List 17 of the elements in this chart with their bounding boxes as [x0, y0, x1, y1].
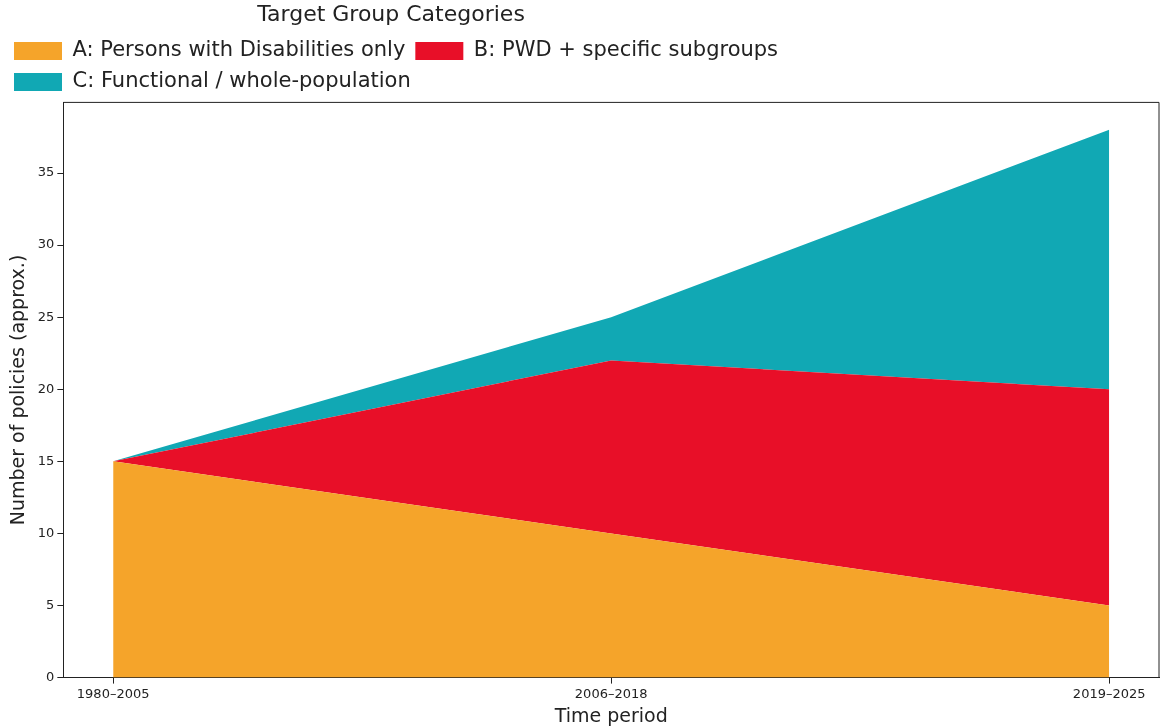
y-tick-label: 15: [37, 452, 55, 468]
y-tick-label: 20: [37, 380, 55, 396]
x-tick-label: 1980–2005: [76, 685, 150, 701]
y-tick-label: 5: [46, 596, 55, 612]
x-tick-label: 2006–2018: [574, 685, 648, 701]
y-tick-label: 35: [37, 164, 55, 180]
x-axis-title: Time period: [553, 703, 668, 726]
legend-title: Target Group Categories: [256, 0, 525, 26]
legend-label: A: Persons with Disabilities only: [72, 37, 406, 62]
y-tick-label: 25: [37, 308, 55, 324]
y-tick-label: 30: [37, 236, 55, 252]
y-axis-title: Number of policies (approx.): [6, 254, 29, 526]
y-tick-label: 0: [46, 668, 55, 684]
legend-label: B: PWD + specific subgroups: [473, 37, 779, 62]
x-tick-label: 2019–2025: [1072, 685, 1146, 701]
legend-label: C: Functional / whole-population: [72, 68, 411, 93]
y-tick-label: 10: [37, 524, 55, 540]
